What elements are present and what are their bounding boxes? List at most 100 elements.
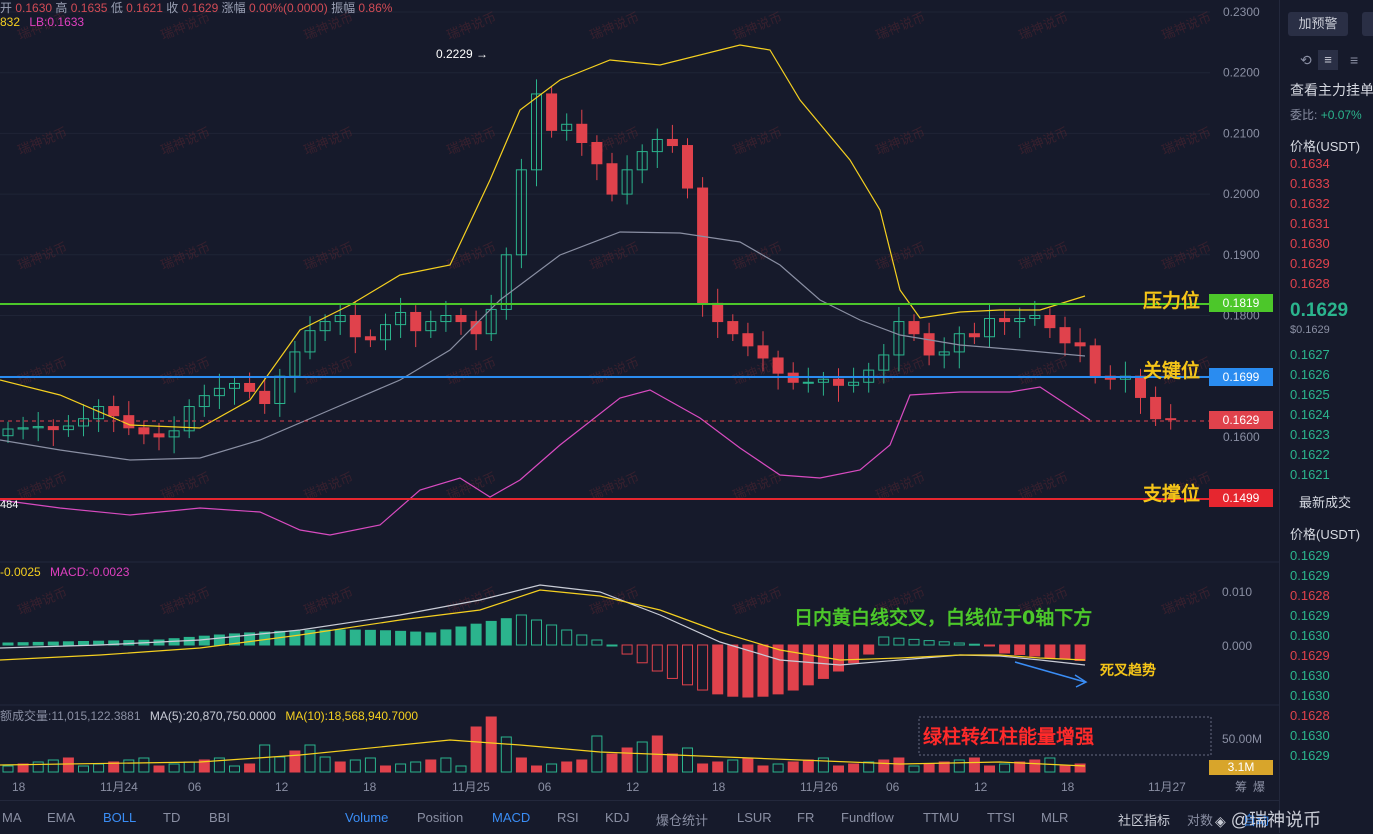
orderbook-bids-icon[interactable]: ≡ — [1350, 52, 1359, 68]
boll-lower-line — [0, 386, 1091, 536]
volume-bar — [380, 765, 391, 773]
tab-自动[interactable]: 自动 — [1243, 813, 1270, 828]
trade-price: 0.1628 — [1290, 708, 1330, 723]
candle-body — [833, 378, 844, 386]
bid-price[interactable]: 0.1625 — [1290, 387, 1330, 402]
time-axis-label: 18 — [712, 780, 726, 794]
watermark-text: 瑞神说币 — [159, 354, 213, 387]
tab-rsi[interactable]: RSI — [557, 810, 579, 825]
tab-td[interactable]: TD — [163, 810, 181, 825]
volume-bar — [289, 750, 301, 773]
key-level-tag: 0.1699 — [1209, 368, 1273, 386]
bid-price[interactable]: 0.1622 — [1290, 447, 1330, 462]
volume-bar — [1014, 761, 1026, 773]
volume-bar — [229, 765, 240, 773]
tab-mlr[interactable]: MLR — [1041, 810, 1069, 825]
macd-bar — [968, 643, 980, 646]
candle-body — [1014, 318, 1026, 323]
tab-ttmu[interactable]: TTMU — [923, 810, 960, 825]
price-axis-label: 0.2200 — [1223, 66, 1260, 80]
macd-bar — [500, 618, 512, 646]
candle-body — [984, 318, 995, 338]
volume-bar — [878, 759, 890, 773]
tab-ttsi[interactable]: TTSI — [987, 810, 1016, 825]
main-orders-link[interactable]: 查看主力挂单 — [1290, 82, 1373, 98]
dead-cross-arrowhead — [1074, 674, 1088, 688]
macd-bar — [289, 630, 301, 646]
price-chart[interactable]: 0.2300 0.2200 0.2100 0.2000 0.1900 0.1800 0.16… — [0, 0, 1279, 800]
candle-body — [93, 406, 105, 420]
macd-dea-line — [0, 589, 1086, 661]
panel-toggle-button[interactable] — [1362, 12, 1373, 36]
macd-axis-label: 0.010 — [1222, 585, 1252, 599]
bid-price[interactable]: 0.1623 — [1290, 427, 1330, 442]
macd-bar — [953, 642, 965, 646]
orderbook-both-icon[interactable]: ≡ — [1318, 50, 1338, 70]
volume-bar — [848, 763, 860, 773]
bid-price[interactable]: 0.1621 — [1290, 467, 1330, 482]
macd-note: 日内黄白线交叉，白线位于0轴下方 — [794, 607, 1093, 629]
ask-price[interactable]: 0.1634 — [1290, 156, 1330, 171]
ask-price[interactable]: 0.1633 — [1290, 176, 1330, 191]
resistance-tag: 0.1819 — [1209, 294, 1273, 312]
watermark-text: 瑞神说币 — [445, 239, 499, 272]
tab-lsur[interactable]: LSUR — [737, 810, 772, 825]
volume-bar — [863, 761, 875, 773]
candle-body — [138, 427, 150, 435]
tab-bbi[interactable]: BBI — [209, 810, 230, 825]
bid-price[interactable]: 0.1627 — [1290, 347, 1330, 362]
tab-爆仓统计[interactable]: 爆仓统计 — [656, 813, 709, 828]
watermark-text: 瑞神说币 — [302, 584, 356, 617]
bid-price[interactable]: 0.1624 — [1290, 407, 1330, 422]
macd-bar — [470, 623, 482, 646]
low-label: 484 — [0, 499, 19, 511]
candle-body — [742, 333, 754, 347]
watermark-text: 瑞神说币 — [874, 469, 928, 502]
volume-bar — [606, 753, 618, 773]
macd-bar — [47, 641, 59, 646]
volume-bar — [666, 753, 678, 773]
tab-kdj[interactable]: KDJ — [605, 810, 630, 825]
axis-suffix-label: 爆 — [1253, 780, 1265, 794]
tab-boll[interactable]: BOLL — [103, 810, 137, 825]
volume-bar — [787, 761, 799, 773]
volume-bar — [349, 759, 361, 773]
macd-bar — [229, 633, 240, 646]
tab-对数[interactable]: 对数 — [1187, 813, 1214, 828]
ask-price[interactable]: 0.1630 — [1290, 236, 1330, 251]
candle-body — [244, 382, 256, 392]
candle-body — [440, 315, 452, 323]
volume-axis-label: 50.00M — [1222, 732, 1262, 746]
volume-bar — [953, 759, 965, 773]
volume-bar — [712, 761, 724, 773]
watermark-text: 瑞神说币 — [16, 124, 70, 157]
volume-bar — [93, 763, 105, 773]
watermark-text: 瑞神说币 — [159, 239, 213, 272]
ask-price[interactable]: 0.1631 — [1290, 216, 1330, 231]
tab-macd[interactable]: MACD — [492, 810, 531, 825]
bid-price[interactable]: 0.1626 — [1290, 367, 1330, 382]
tab-volume[interactable]: Volume — [345, 810, 389, 825]
tab-fr[interactable]: FR — [797, 810, 815, 825]
add-alert-button[interactable]: 加预警 — [1288, 12, 1348, 36]
time-axis-label: 18 — [12, 780, 26, 794]
volume-bar — [470, 726, 482, 773]
tab-ma[interactable]: MA — [2, 810, 22, 825]
candle-body — [999, 318, 1011, 323]
ask-price[interactable]: 0.1629 — [1290, 256, 1330, 271]
ask-price[interactable]: 0.1632 — [1290, 196, 1330, 211]
key-level-annotation: 关键位 — [1143, 360, 1201, 382]
tab-社区指标[interactable]: 社区指标 — [1118, 813, 1171, 828]
volume-bar — [1059, 765, 1071, 773]
undo-icon[interactable]: ⟲ — [1300, 52, 1312, 68]
volume-bar — [908, 765, 920, 773]
candle-body — [591, 142, 603, 165]
tab-position[interactable]: Position — [417, 810, 464, 825]
ask-price[interactable]: 0.1628 — [1290, 276, 1330, 291]
trades-title[interactable]: 最新成交 — [1299, 495, 1352, 510]
volume-bar — [259, 744, 271, 773]
tab-ema[interactable]: EMA — [47, 810, 76, 825]
time-axis-label: 06 — [886, 780, 900, 794]
tab-fundflow[interactable]: Fundflow — [841, 810, 894, 825]
volume-bar — [546, 763, 558, 773]
